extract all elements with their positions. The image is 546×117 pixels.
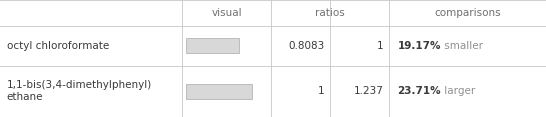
Text: larger: larger [441,86,476,96]
Text: comparisons: comparisons [434,8,501,18]
Text: 1.237: 1.237 [354,86,384,96]
Text: 23.71%: 23.71% [397,86,441,96]
Text: octyl chloroformate: octyl chloroformate [7,41,109,51]
Text: 1: 1 [318,86,324,96]
Bar [186,38,239,53]
Text: smaller: smaller [441,41,483,51]
Text: 19.17%: 19.17% [397,41,441,51]
Text: 0.8083: 0.8083 [288,41,324,51]
Text: 1,1-bis(3,4-dimethylphenyl)
ethane: 1,1-bis(3,4-dimethylphenyl) ethane [7,80,152,102]
Text: visual: visual [211,8,242,18]
Text: ratios: ratios [316,8,345,18]
Text: 1: 1 [377,41,384,51]
Bar [186,84,252,99]
